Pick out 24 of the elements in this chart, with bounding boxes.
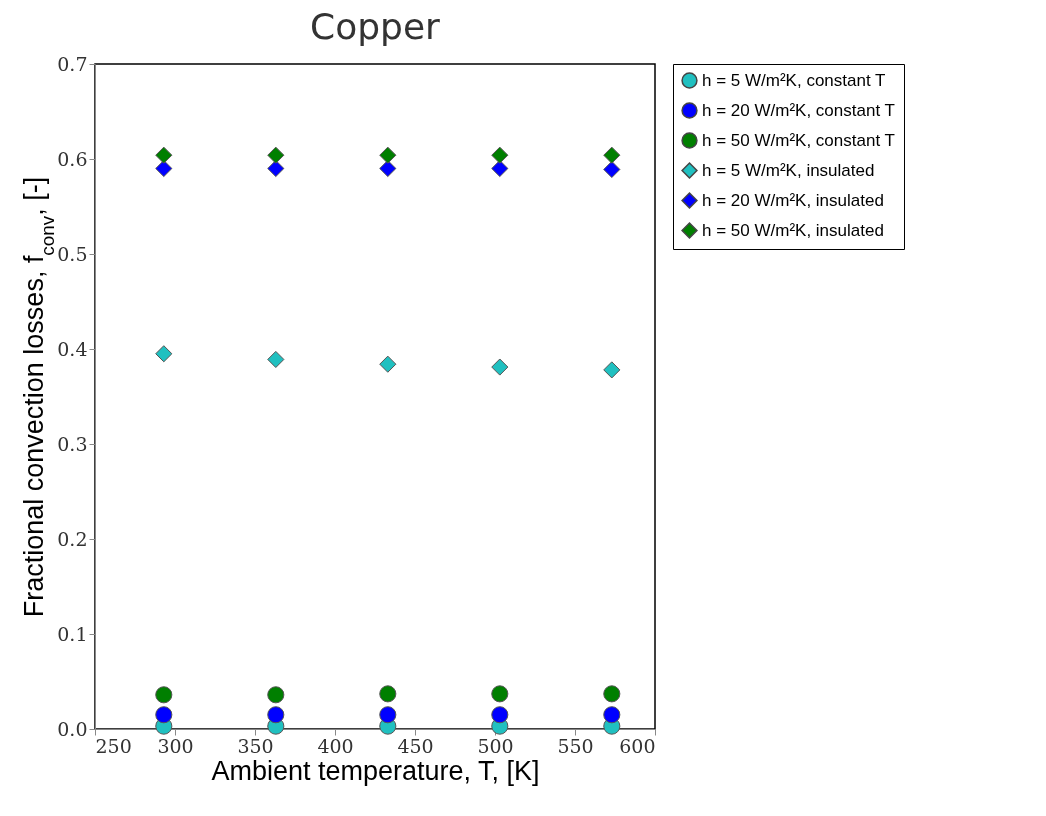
y-tick-label: 0.1 xyxy=(57,622,88,645)
x-tick-label: 550 xyxy=(557,734,594,757)
y-tick-label: 0.4 xyxy=(57,337,88,360)
legend-label: h = 5 W/m²K, insulated xyxy=(702,160,875,180)
x-tick-label: 350 xyxy=(237,734,274,757)
x-tick-label: 500 xyxy=(477,734,514,757)
y-tick-label: 0.3 xyxy=(57,432,88,455)
y-tick-label: 0.6 xyxy=(57,147,88,170)
legend-label: h = 50 W/m²K, insulated xyxy=(702,220,884,240)
y-tick-label: 0.5 xyxy=(57,242,88,265)
x-tick-label: 450 xyxy=(397,734,434,757)
x-tick-label: 400 xyxy=(317,734,354,757)
x-tick-label: 250 xyxy=(95,734,132,757)
x-tick-label: 300 xyxy=(157,734,194,757)
y-tick-label: 0.7 xyxy=(57,52,88,75)
legend-label: h = 5 W/m²K, constant T xyxy=(702,70,886,90)
chart-title: Copper xyxy=(310,6,441,47)
y-tick-label: 0.2 xyxy=(57,527,88,550)
legend-label: h = 50 W/m²K, constant T xyxy=(702,130,895,150)
x-axis-title: Ambient temperature, T, [K] xyxy=(211,755,540,786)
y-tick-label: 0.0 xyxy=(57,717,88,740)
x-tick-label: 600 xyxy=(619,734,656,757)
legend-label: h = 20 W/m²K, insulated xyxy=(702,190,884,210)
legend-label: h = 20 W/m²K, constant T xyxy=(702,100,895,120)
